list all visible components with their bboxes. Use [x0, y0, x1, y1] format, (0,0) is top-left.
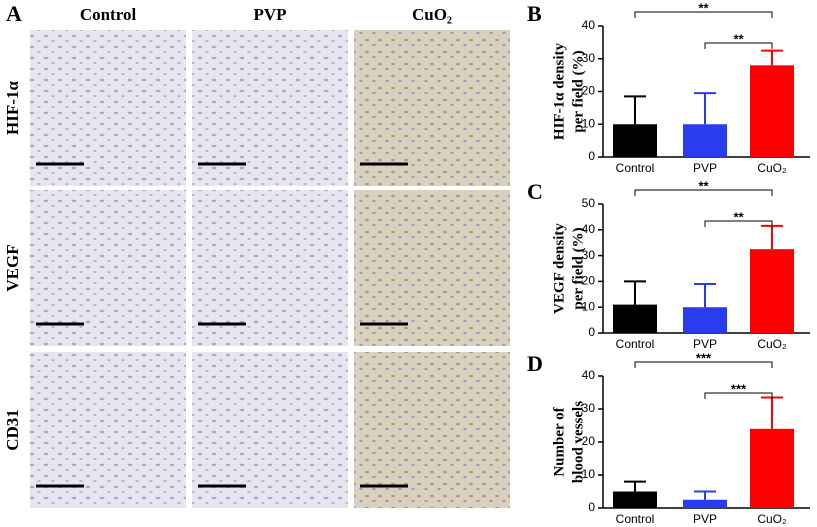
- x-tick-label: PVP: [693, 337, 717, 351]
- significance-bracket: [634, 189, 773, 196]
- panel-label: C: [527, 179, 543, 204]
- column-label: CuO₂: [412, 5, 452, 24]
- significance-bracket: [704, 42, 773, 49]
- x-tick-label: CuO₂: [757, 512, 787, 526]
- micrograph: [354, 352, 510, 508]
- micrograph: [354, 190, 510, 346]
- row-label: VEGF: [3, 244, 22, 291]
- micrograph: [30, 352, 186, 508]
- x-tick-label: Control: [616, 337, 655, 351]
- significance-label: **: [733, 31, 744, 46]
- column-label: PVP: [253, 5, 286, 24]
- y-tick-label: 40: [582, 368, 596, 382]
- significance-label: ***: [731, 381, 747, 396]
- y-axis-label: per field (%): [570, 50, 586, 132]
- x-tick-label: CuO₂: [757, 337, 787, 351]
- micrograph: [192, 352, 348, 508]
- bar: [750, 65, 794, 157]
- y-tick-label: 50: [582, 196, 596, 210]
- error-bar: [694, 282, 716, 308]
- error-bar: [694, 92, 716, 125]
- bar: [613, 124, 657, 157]
- bar: [683, 307, 727, 333]
- y-tick-label: 20: [582, 434, 596, 448]
- error-bar: [761, 49, 783, 66]
- panel-label: A: [6, 1, 22, 26]
- error-bar: [624, 480, 646, 492]
- y-tick-label: 40: [582, 18, 596, 32]
- error-bar: [624, 95, 646, 125]
- y-axis-label: per field (%): [570, 227, 586, 309]
- y-axis-label: HIF-1α density: [551, 42, 567, 140]
- y-tick-label: 20: [582, 84, 596, 98]
- significance-bracket: [634, 361, 773, 368]
- panel-label: B: [527, 1, 542, 26]
- bar: [683, 499, 727, 508]
- bar: [683, 124, 727, 157]
- y-tick-label: 10: [582, 116, 596, 130]
- significance-bracket: [634, 11, 773, 18]
- error-bar: [624, 280, 646, 305]
- y-tick-label: 40: [582, 222, 596, 236]
- significance-label: **: [698, 0, 709, 15]
- y-tick-label: 30: [582, 51, 596, 65]
- y-tick-label: 20: [582, 274, 596, 288]
- bar: [750, 428, 794, 508]
- bar: [750, 249, 794, 333]
- error-bar: [761, 224, 783, 250]
- error-bar: [694, 490, 716, 500]
- x-tick-label: CuO₂: [757, 161, 787, 175]
- significance-label: ***: [696, 350, 712, 365]
- micrograph: [30, 30, 186, 186]
- micrograph: [192, 190, 348, 346]
- y-tick-label: 0: [588, 500, 595, 514]
- error-bar: [761, 396, 783, 429]
- bar: [613, 491, 657, 508]
- row-label: CD31: [3, 409, 22, 451]
- x-tick-label: PVP: [693, 161, 717, 175]
- y-tick-label: 30: [582, 248, 596, 262]
- significance-bracket: [704, 220, 773, 227]
- x-tick-label: PVP: [693, 512, 717, 526]
- y-tick-label: 0: [588, 325, 595, 339]
- micrograph: [192, 30, 348, 186]
- x-tick-label: Control: [616, 512, 655, 526]
- x-tick-label: Control: [616, 161, 655, 175]
- y-tick-label: 10: [582, 299, 596, 313]
- y-axis-label: blood vessels: [570, 401, 586, 483]
- y-tick-label: 0: [588, 149, 595, 163]
- significance-bracket: [704, 392, 773, 399]
- row-label: HIF-1α: [3, 81, 22, 135]
- column-label: Control: [80, 5, 137, 24]
- y-tick-label: 30: [582, 401, 596, 415]
- micrograph: [354, 30, 510, 186]
- significance-label: **: [733, 209, 744, 224]
- significance-label: **: [698, 178, 709, 193]
- y-tick-label: 10: [582, 467, 596, 481]
- panel-label: D: [527, 351, 543, 376]
- y-axis-label: Number of: [551, 406, 567, 476]
- micrograph: [30, 190, 186, 346]
- bar: [613, 304, 657, 333]
- y-axis-label: VEGF density: [551, 223, 567, 314]
